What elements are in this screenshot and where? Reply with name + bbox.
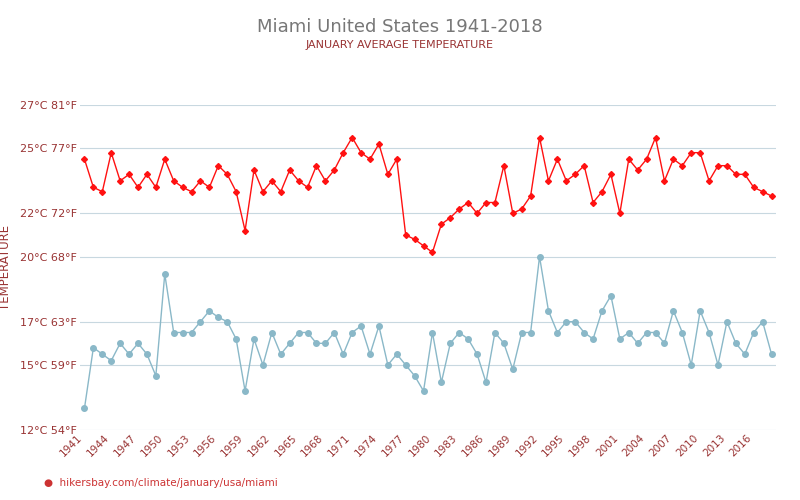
Text: JANUARY AVERAGE TEMPERATURE: JANUARY AVERAGE TEMPERATURE (306, 40, 494, 50)
Text: Miami United States 1941-2018: Miami United States 1941-2018 (257, 18, 543, 36)
Y-axis label: TEMPERATURE: TEMPERATURE (0, 225, 12, 310)
Text: ●  hikersbay.com/climate/january/usa/miami: ● hikersbay.com/climate/january/usa/miam… (44, 478, 278, 488)
